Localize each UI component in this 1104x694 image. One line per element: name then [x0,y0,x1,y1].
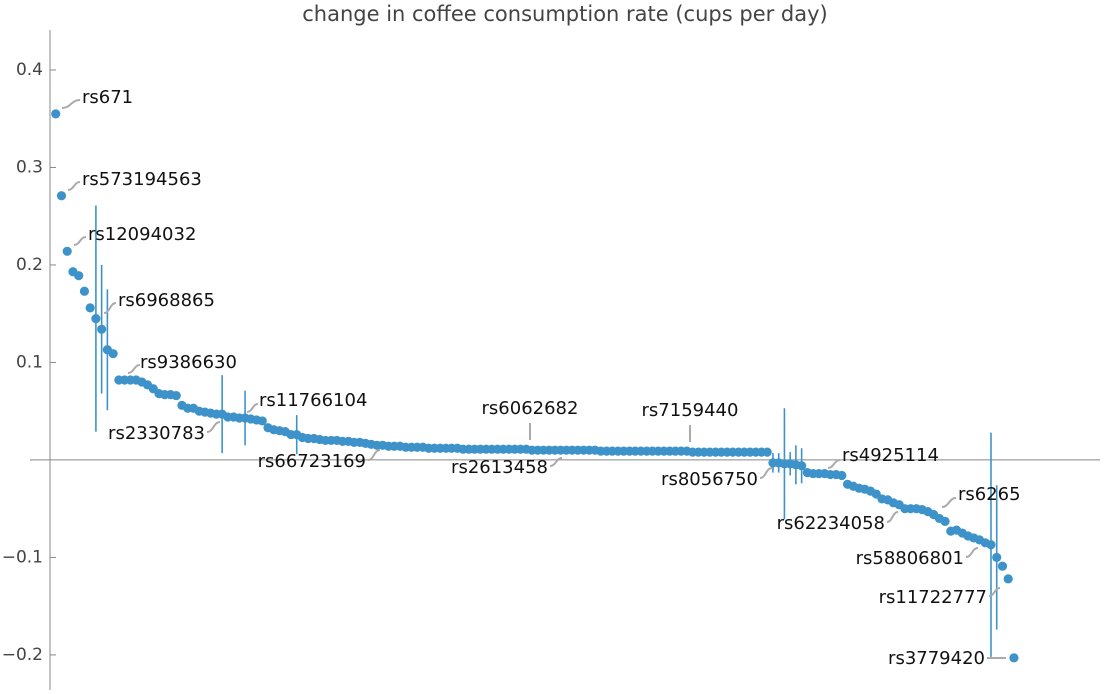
point [74,271,84,281]
point [797,461,807,471]
chart-title: change in coffee consumption rate (cups … [302,2,828,26]
point [992,552,1002,563]
point-label: rs62234058 [777,513,885,534]
label-leader [759,467,773,479]
point-label: rs12094032 [88,224,196,245]
point [79,286,90,296]
point [85,303,95,313]
y-tick-label: −0.2 [2,645,43,665]
label-leader [67,181,81,191]
point-label: rs573194563 [82,169,202,190]
point-label: rs671 [82,87,133,108]
point-label: rs6968865 [118,290,215,311]
point-label: rs6265 [958,484,1021,505]
point-label: rs58806801 [856,548,964,569]
label-leader [246,403,259,413]
point-label: rs3779420 [888,648,985,669]
point-label: rs9386630 [140,352,237,373]
label-leader [73,236,87,246]
point-label: rs2613458 [451,457,548,478]
label-leader [549,457,563,467]
y-tick-label: 0.3 [16,157,43,177]
point-label: rs11766104 [259,390,367,411]
point [91,313,101,324]
label-leader [941,497,957,508]
y-tick-label: 0.1 [16,352,43,372]
point-label: rs66723169 [258,451,366,472]
point [940,516,950,526]
point [997,561,1008,571]
point [837,470,847,481]
label-leader [965,547,979,558]
y-tick-label: −0.1 [2,547,43,567]
point [1009,653,1019,663]
point [257,416,267,426]
point-label: rs8056750 [661,469,758,490]
point [56,191,67,201]
y-tick-label: 0.2 [16,255,43,275]
label-leader [886,511,899,523]
label-leader [827,459,841,469]
point [108,349,118,359]
point-label: rs7159440 [642,400,739,421]
point-label: rs6062682 [482,398,579,419]
point [986,540,996,550]
point-label: rs4925114 [842,445,939,466]
label-leader [103,302,117,314]
point [62,246,72,256]
label-leader [61,99,81,109]
point [51,109,61,119]
point [762,447,772,457]
label-leader [367,449,381,461]
y-tick-label: 0.4 [16,60,43,80]
label-leader [988,587,1001,597]
label-leader [127,364,141,374]
point [171,390,181,401]
point [1003,574,1013,584]
point-label: rs11722777 [879,587,987,608]
point-label: rs2330783 [108,423,205,444]
label-leader [206,421,221,433]
point [97,324,107,334]
